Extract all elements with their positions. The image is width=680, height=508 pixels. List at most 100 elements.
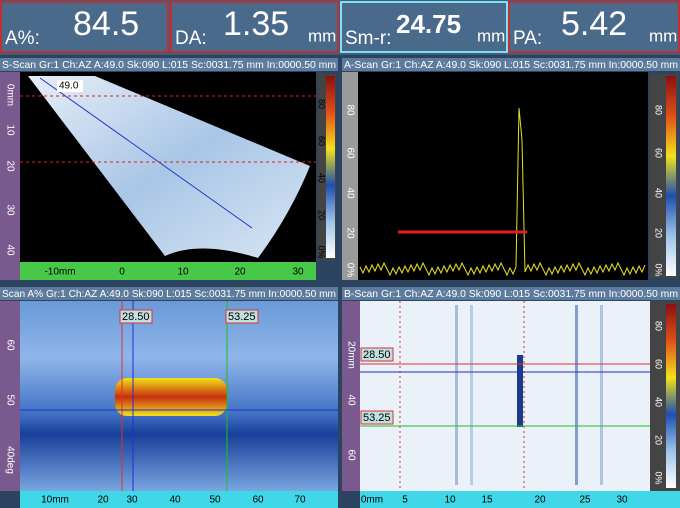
left-tick-label: 60 (344, 147, 355, 159)
readout-unit: mm (308, 26, 336, 45)
bottom-ruler (20, 262, 316, 280)
plot-bg (342, 72, 648, 280)
left-tick-label: 40 (344, 187, 355, 199)
color-scale (666, 76, 676, 276)
readout-value: 1.35 (223, 5, 289, 43)
left-ruler (0, 72, 20, 280)
bottom-tick-label: 20 (97, 495, 109, 506)
bottom-tick-label: 10 (444, 495, 456, 506)
panel-title-bar (0, 287, 338, 300)
left-ruler (342, 301, 360, 491)
bottom-tick-label: 10 (177, 267, 189, 278)
color-tick-label: 40 (654, 397, 664, 407)
b-scan-streak (600, 305, 603, 485)
cursor-label-box (119, 309, 153, 324)
color-tick-label: 20 (654, 435, 664, 445)
color-tick-label: 60 (654, 359, 664, 369)
left-tick-label: 40deg (4, 446, 15, 474)
color-scale (666, 304, 676, 488)
bottom-tick-label: -10mm (44, 267, 75, 278)
left-ruler (0, 301, 20, 491)
cursor-label-box (360, 410, 394, 425)
cursor-label: 49.0 (59, 81, 79, 92)
readout-value: 5.42 (561, 5, 627, 43)
readout-box (508, 1, 680, 53)
readout-value: 84.5 (73, 5, 139, 43)
bottom-tick-label: 30 (126, 495, 138, 506)
color-tick-label: 0% (654, 471, 664, 484)
panel-title: S-Scan Gr:1 Ch:AZ A:49.0 Sk:090 L:015 Sc… (2, 59, 336, 71)
cursor-label: 28.50 (122, 311, 150, 323)
bottom-tick-label: 0mm (361, 495, 383, 506)
readout-unit: mm (477, 26, 505, 45)
sector-image (28, 76, 310, 258)
left-tick-label: 0% (344, 263, 355, 278)
readout-box (340, 1, 508, 53)
readout-label: DA: (175, 28, 207, 49)
cursor-label: 28.50 (363, 349, 391, 361)
color-tick-label: 40 (317, 173, 327, 183)
b-scan-streak (575, 305, 578, 485)
b-scan-streak (470, 305, 473, 485)
bottom-tick-label: 25 (579, 495, 591, 506)
color-tick-label: 0% (654, 263, 664, 276)
left-tick-label: 0mm (4, 84, 15, 106)
cursor-label: 53.25 (228, 311, 256, 323)
cursor-label-box (225, 309, 259, 324)
readout-box (0, 1, 169, 53)
bottom-tick-label: 10mm (41, 495, 69, 506)
bottom-tick-label: 15 (481, 495, 493, 506)
indication (517, 355, 523, 427)
b-scan-image (360, 301, 650, 491)
readout-box (170, 1, 339, 53)
left-tick-label: 10 (4, 124, 15, 136)
bottom-ruler (360, 491, 680, 508)
left-tick-label: 40 (345, 394, 356, 406)
color-scale (326, 76, 335, 258)
left-tick-label: 40 (4, 244, 15, 256)
bottom-tick-label: 0 (119, 267, 125, 278)
bottom-tick-label: 5 (402, 495, 408, 506)
indication (115, 378, 227, 416)
a-scan-trace (359, 107, 646, 277)
panel-title: Scan A% Gr:1 Ch:AZ A:49.0 Sk:090 L:015 S… (2, 288, 336, 300)
bottom-tick-label: 20 (234, 267, 246, 278)
color-tick-label: 40 (654, 188, 664, 198)
color-tick-label: 80 (654, 321, 664, 331)
left-tick-label: 60 (4, 339, 15, 351)
bottom-tick-label: 40 (169, 495, 181, 506)
color-tick-label: 80 (317, 99, 327, 109)
cursor-label: 53.25 (363, 412, 391, 424)
bottom-tick-label: 60 (252, 495, 264, 506)
panel-title: A-Scan Gr:1 Ch:AZ A:49.0 Sk:090 L:015 Sc… (344, 59, 678, 71)
color-tick-label: 60 (654, 148, 664, 158)
left-tick-label: 20 (4, 160, 15, 172)
readout-unit: mm (649, 26, 677, 45)
bottom-tick-label: 70 (294, 495, 306, 506)
color-tick-label: 80 (654, 105, 664, 115)
color-tick-label: 0% (317, 245, 327, 258)
panel-title-bar (342, 58, 680, 71)
left-tick-label: 30 (4, 204, 15, 216)
left-tick-label: 80 (344, 104, 355, 116)
left-tick-label: 60 (345, 449, 356, 461)
left-tick-label: 20mm (345, 341, 356, 369)
bottom-tick-label: 50 (209, 495, 221, 506)
panel-title-bar (342, 287, 680, 300)
readout-label: A%: (5, 28, 40, 49)
readout-label: Sm-r: (345, 28, 391, 49)
left-ruler (342, 72, 358, 280)
color-tick-label: 20 (317, 210, 327, 220)
cursor-label-box (57, 80, 83, 92)
b-scan-streak (455, 305, 458, 485)
cursor-label-box (360, 347, 394, 362)
readout-value: 24.75 (396, 9, 461, 39)
panel-title: B-Scan Gr:1 Ch:AZ A:49.0 Sk:090 L:015 Sc… (344, 288, 678, 300)
bottom-ruler (20, 491, 338, 508)
beam-cursor (39, 77, 253, 229)
bottom-tick-label: 30 (616, 495, 628, 506)
left-tick-label: 50 (4, 394, 15, 406)
left-tick-label: 20 (344, 227, 355, 239)
readout-label: PA: (513, 28, 542, 49)
